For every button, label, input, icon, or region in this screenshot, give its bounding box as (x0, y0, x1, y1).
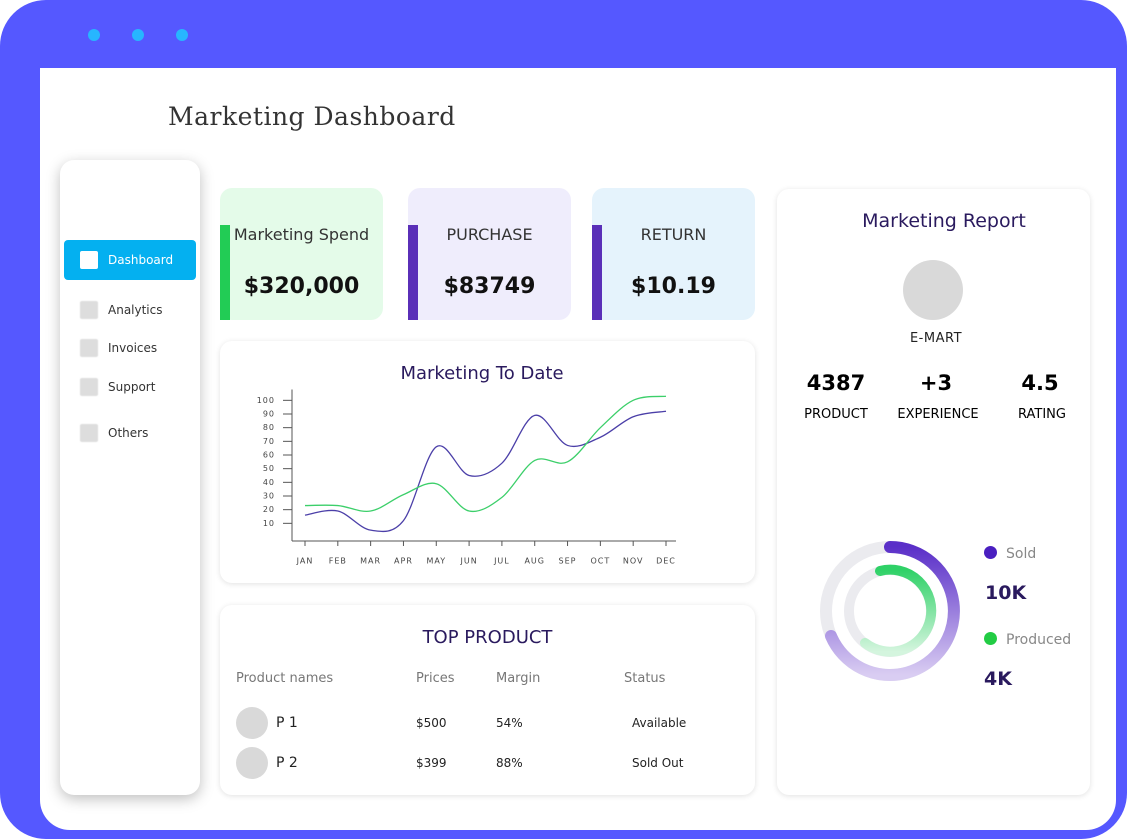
table-card (220, 605, 755, 795)
menu-icon (80, 378, 98, 396)
brand-logo (903, 260, 963, 320)
legend-value: 10K (985, 582, 1027, 604)
kpi-accent (408, 225, 418, 320)
y-tick-label: 70 (263, 437, 275, 446)
stat-value: +3 (919, 371, 953, 395)
y-tick-label: 20 (263, 505, 275, 514)
report-title: Marketing Report (862, 210, 1026, 232)
stat-label: EXPERIENCE (897, 407, 979, 422)
x-tick-label: NOV (623, 557, 644, 566)
kpi-label: Marketing Spend (233, 225, 370, 244)
y-tick-label: 10 (263, 519, 275, 528)
page-title: Marketing Dashboard (168, 102, 456, 131)
window-dot[interactable] (88, 29, 100, 41)
menu-item[interactable]: Others (80, 424, 148, 442)
menu-item[interactable]: Dashboard (64, 240, 196, 280)
kpi-card: PURCHASE $83749 (408, 188, 571, 320)
kpi-accent (592, 225, 602, 320)
product-avatar (236, 747, 268, 779)
y-tick-label: 80 (263, 423, 275, 432)
data-line (304, 410, 667, 533)
product-name: P 2 (276, 755, 298, 771)
legend-dot (984, 546, 997, 559)
y-tick-label: 90 (263, 410, 275, 419)
menu-label: Analytics (108, 303, 163, 317)
y-tick-label: 60 (263, 451, 275, 460)
y-tick-label: 100 (257, 396, 275, 405)
menu-label: Dashboard (108, 253, 174, 267)
table-title: TOP PRODUCT (422, 627, 553, 648)
menu-label: Support (108, 380, 156, 394)
window-dot[interactable] (176, 29, 188, 41)
menu-icon (80, 424, 98, 442)
kpi-label: RETURN (640, 225, 707, 244)
menu-item[interactable]: Invoices (80, 339, 157, 357)
product-margin: 54% (496, 716, 523, 730)
kpi-value: $83749 (443, 274, 536, 299)
x-tick-label: APR (394, 557, 413, 566)
stat-value: 4.5 (1021, 371, 1059, 395)
stat-label: RATING (1018, 407, 1066, 422)
kpi-label: PURCHASE (446, 225, 533, 244)
menu-icon (80, 339, 98, 357)
column-header: Status (624, 671, 666, 686)
donut-arc (825, 541, 960, 681)
legend-value: 4K (984, 668, 1012, 690)
menu-label: Invoices (108, 341, 158, 355)
y-tick-label: 30 (263, 492, 275, 501)
stat-value: 4387 (806, 371, 866, 395)
kpi-value: $10.19 (631, 274, 716, 299)
legend-name: Sold (1006, 546, 1037, 562)
brand-name: E-MART (909, 331, 963, 346)
x-tick-label: DEC (656, 557, 676, 566)
column-header: Prices (416, 671, 455, 686)
x-tick-label: SEP (559, 557, 577, 566)
donut-chart (820, 541, 960, 681)
menu-icon (80, 301, 98, 319)
menu-item[interactable]: Support (80, 378, 155, 396)
data-line (304, 395, 667, 513)
product-avatar (236, 707, 268, 739)
chart-card: Marketing To Date 10 20 30 40 50 60 70 80 90 100 J… (220, 341, 755, 583)
y-tick-label: 50 (263, 464, 275, 473)
line-chart: Marketing To Date 10 20 30 40 50 60 70 80 90 100 J… (257, 363, 676, 566)
x-tick-label: JAN (296, 557, 314, 566)
kpi-card: Marketing Spend $320,000 (220, 188, 383, 320)
column-header: Margin (496, 671, 541, 686)
kpi-accent (220, 225, 230, 320)
product-name: P 1 (276, 715, 298, 731)
column-header: Product names (236, 671, 334, 686)
x-tick-label: OCT (590, 557, 610, 566)
stat-label: PRODUCT (804, 407, 868, 422)
x-tick-label: AUG (524, 557, 545, 566)
product-margin: 88% (496, 756, 523, 770)
chart-title: Marketing To Date (400, 363, 563, 384)
legend-dot (984, 632, 997, 645)
kpi-value: $320,000 (243, 274, 360, 299)
legend-name: Produced (1006, 632, 1072, 648)
x-tick-label: JUL (493, 557, 510, 566)
x-tick-label: MAR (360, 557, 381, 566)
menu-item[interactable]: Analytics (80, 301, 163, 319)
donut-arc (860, 564, 937, 657)
x-tick-label: JUN (459, 557, 477, 566)
menu-icon (80, 251, 98, 269)
product-status: Sold Out (632, 756, 684, 770)
menu-label: Others (108, 426, 149, 440)
kpi-card: RETURN $10.19 (592, 188, 755, 320)
product-price: $500 (416, 716, 447, 730)
x-tick-label: MAY (426, 557, 446, 566)
product-price: $399 (416, 756, 447, 770)
x-tick-label: FEB (329, 557, 347, 566)
window-dot[interactable] (132, 29, 144, 41)
product-status: Available (632, 716, 687, 730)
y-tick-label: 40 (263, 478, 275, 487)
